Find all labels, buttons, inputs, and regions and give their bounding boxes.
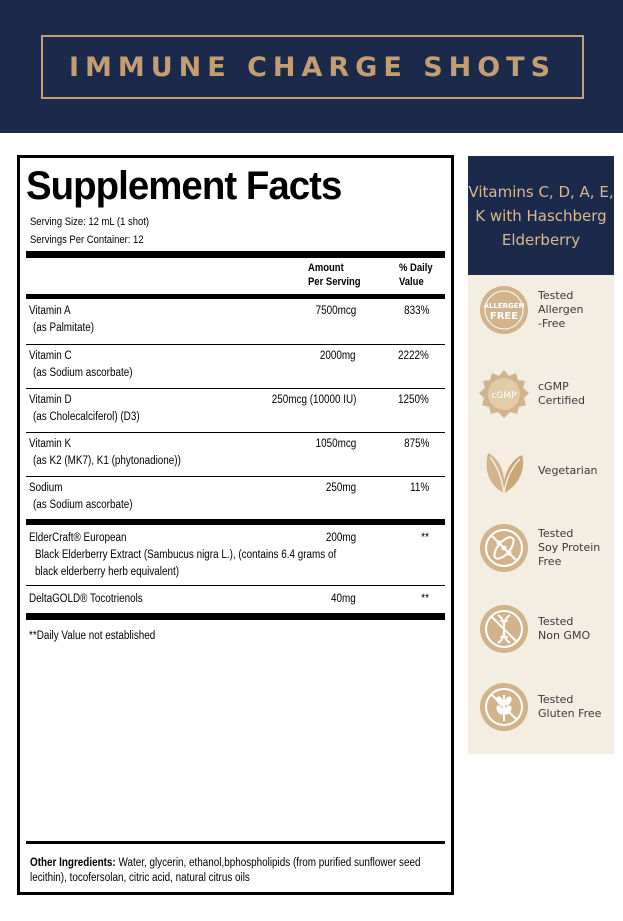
supplement-facts-panel: Supplement Facts Serving Size: 12 mL (1 … [17,155,454,895]
svg-text:cGMP: cGMP [491,391,517,401]
facts-title: Supplement Facts [26,164,342,208]
servings-per-container: Servings Per Container: 12 [30,234,144,246]
row-sub-sodium: (as Sodium ascorbate) [33,499,133,511]
other-ingredients-text: Water, glycerin, ethanol,bphospholipids … [30,857,421,884]
badge-allergen-free: ALLERGEN FREE Tested Allergen -Free [478,284,608,336]
row-dv-sodium: 11% [409,482,429,494]
row-name-vitamin-a: Vitamin A [29,305,71,317]
row-divider [26,388,445,389]
row-divider [26,344,445,345]
row-sub2-eldercraft: black elderberry herb equivalent) [35,566,180,578]
row-name-eldercraft: ElderCraft® European [29,532,127,544]
badge-gluten-free: Tested Gluten Free [478,681,608,733]
header-amount: Amount Per Serving [308,262,361,288]
no-gmo-icon [480,605,528,653]
badge-label-allergen: Tested Allergen -Free [538,289,584,330]
row-amount-vitamin-d: 250mcg (10000 IU) [271,394,356,406]
row-sub-vitamin-k: (as K2 (MK7), K1 (phytonadione)) [33,455,181,467]
thick-divider [26,613,445,620]
row-amount-eldercraft: 200mg [325,532,356,544]
row-amount-vitamin-k: 1050mcg [315,438,356,450]
header-divider [26,294,445,299]
banner-frame: IMMUNE CHARGE SHOTS [41,35,584,99]
row-sub-vitamin-c: (as Sodium ascorbate) [33,367,133,379]
badge-label-gmo: Tested Non GMO [538,615,591,642]
row-dv-vitamin-c: 2222% [398,350,429,362]
svg-text:ALLERGEN: ALLERGEN [484,302,525,310]
header-daily-value: % Daily Value [399,262,433,288]
row-name-deltagold: DeltaGOLD® Tocotrienols [29,593,143,605]
thick-divider [26,251,445,258]
no-gluten-icon [480,683,528,731]
badge-non-gmo: Tested Non GMO [478,603,608,655]
svg-text:FREE: FREE [490,311,518,322]
row-name-vitamin-d: Vitamin D [29,394,72,406]
leaf-icon [486,453,524,494]
no-soy-icon [480,524,528,572]
badge-label-vegetarian: Vegetarian [538,464,598,477]
row-divider [26,585,445,586]
row-divider [26,432,445,433]
row-name-sodium: Sodium [29,482,63,494]
cgmp-icon: cGMP [479,370,529,418]
row-sub-vitamin-d: (as Cholecalciferol) (D3) [33,411,140,423]
row-amount-sodium: 250mg [325,482,356,494]
badge-soy-free: Tested Soy Protein Free [478,522,608,574]
row-dv-vitamin-k: 875% [403,438,429,450]
badge-label-cgmp: cGMP Certified [538,380,586,407]
footnote: **Daily Value not established [29,630,156,642]
row-sub-vitamin-a: (as Palmitate) [33,322,95,334]
serving-size: Serving Size: 12 mL (1 shot) [30,216,150,228]
row-name-vitamin-c: Vitamin C [29,350,72,362]
row-amount-vitamin-a: 7500mcg [315,305,356,317]
row-name-vitamin-k: Vitamin K [29,438,72,450]
panel-heading: Vitamins C, D, A, E, K with Haschberg El… [468,182,614,249]
row-dv-deltagold: ** [421,593,429,605]
product-title: IMMUNE CHARGE SHOTS [68,51,557,83]
row-sub-eldercraft: Black Elderberry Extract (Sambucus nigra… [35,549,337,561]
claims-panel: Vitamins C, D, A, E, K with Haschberg El… [468,156,614,754]
badge-cgmp: cGMP cGMP Certified [478,368,608,420]
other-ingredients-label: Other Ingredients: [30,857,116,869]
row-divider [26,476,445,477]
badge-label-gluten: Tested Gluten Free [538,693,602,720]
badge-label-soy: Tested Soy Protein Free [538,527,601,568]
badge-vegetarian: Vegetarian [478,445,608,497]
header-banner: IMMUNE CHARGE SHOTS [0,0,623,133]
panel-heading-box: Vitamins C, D, A, E, K with Haschberg El… [468,156,614,275]
row-dv-vitamin-d: 1250% [398,394,429,406]
allergen-free-icon: ALLERGEN FREE [480,286,528,334]
bottom-divider [26,841,445,844]
row-dv-vitamin-a: 833% [403,305,429,317]
row-amount-vitamin-c: 2000mg [320,350,356,362]
thick-divider [26,519,445,525]
other-ingredients: Other Ingredients: Water, glycerin, etha… [30,856,443,886]
row-amount-deltagold: 40mg [331,593,356,605]
row-dv-eldercraft: ** [421,532,429,544]
